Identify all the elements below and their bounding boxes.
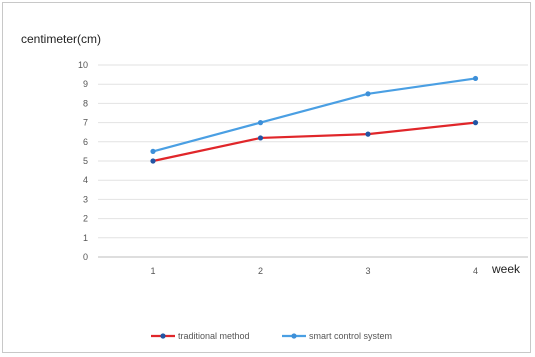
- legend-label: smart control system: [309, 331, 392, 341]
- series-line-0: [152, 121, 476, 163]
- x-tick-label: 1: [150, 266, 155, 276]
- series-lines: [150, 75, 479, 164]
- grid-lines: [98, 64, 528, 258]
- legend-swatch-marker: [291, 333, 297, 339]
- data-point: [365, 91, 371, 97]
- y-tick-label: 7: [83, 118, 88, 128]
- y-tick-label: 4: [83, 175, 88, 185]
- data-point: [257, 135, 264, 141]
- y-tick-label: 5: [83, 156, 88, 166]
- legend: traditional method smart control system: [151, 331, 392, 341]
- y-tick-label: 8: [83, 98, 88, 108]
- y-tick-label: 1: [83, 233, 88, 243]
- data-point: [150, 158, 156, 164]
- data-point: [472, 75, 479, 82]
- series-line-1: [152, 77, 476, 153]
- x-axis-label: week: [491, 262, 521, 276]
- x-axis-ticks: 1 2 3 4: [150, 266, 478, 276]
- y-tick-label: 0: [83, 252, 88, 262]
- y-tick-label: 6: [83, 137, 88, 147]
- y-axis-ticks: 0 1 2 3 4 5 6 7 8 9 10: [78, 60, 88, 262]
- legend-label: traditional method: [178, 331, 250, 341]
- legend-swatch-marker: [160, 333, 166, 339]
- x-tick-label: 3: [365, 266, 370, 276]
- data-point: [472, 120, 479, 126]
- data-point: [150, 148, 156, 154]
- y-axis-label: centimeter(cm): [21, 32, 101, 46]
- chart-frame: [2, 2, 531, 353]
- y-tick-label: 3: [83, 194, 88, 204]
- data-point: [365, 131, 371, 137]
- y-tick-label: 2: [83, 214, 88, 224]
- x-tick-label: 4: [473, 266, 478, 276]
- x-tick-label: 2: [258, 266, 263, 276]
- y-tick-label: 10: [78, 60, 88, 70]
- y-tick-label: 9: [83, 79, 88, 89]
- data-point: [257, 120, 264, 126]
